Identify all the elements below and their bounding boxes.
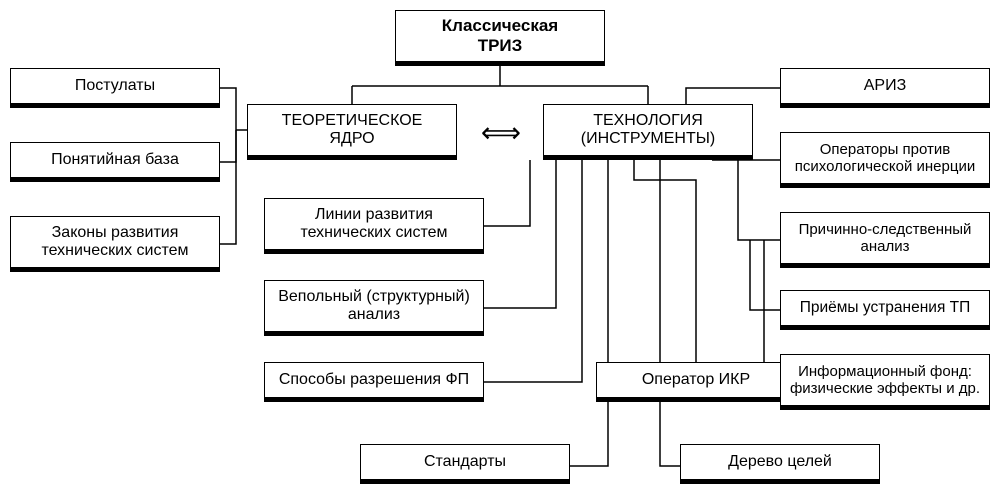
node-root: КлассическаяТРИЗ	[395, 10, 605, 66]
node-label: КлассическаяТРИЗ	[404, 16, 596, 55]
node-prich: Причинно-следственныйанализ	[780, 212, 990, 268]
node-label: Постулаты	[19, 77, 211, 95]
node-stand: Стандарты	[360, 444, 570, 484]
node-linii: Линии развитиятехнических систем	[264, 198, 484, 254]
node-label: Понятийная база	[19, 151, 211, 169]
node-label: Способы разрешения ФП	[273, 371, 475, 389]
node-label: ТЕОРЕТИЧЕСКОЕЯДРО	[256, 112, 448, 149]
node-label: Линии развитиятехнических систем	[273, 206, 475, 243]
node-label: Причинно-следственныйанализ	[789, 221, 981, 256]
node-label: Операторы противпсихологической инерции	[789, 141, 981, 176]
node-label: Информационный фонд:физические эффекты и…	[789, 363, 981, 398]
node-label: Приёмы устранения ТП	[789, 299, 981, 317]
node-label: Оператор ИКР	[605, 371, 787, 389]
node-derevo: Дерево целей	[680, 444, 880, 484]
bidir-arrow-icon: ⟺	[460, 118, 540, 146]
node-zakon: Законы развитиятехнических систем	[10, 216, 220, 272]
node-label: Законы развитиятехнических систем	[19, 224, 211, 261]
node-core: ТЕОРЕТИЧЕСКОЕЯДРО	[247, 104, 457, 160]
node-label: ТЕХНОЛОГИЯ(ИНСТРУМЕНТЫ)	[552, 112, 744, 149]
node-label: Стандарты	[369, 453, 561, 471]
node-priemy: Приёмы устранения ТП	[780, 290, 990, 330]
node-label: Дерево целей	[689, 453, 871, 471]
node-label: АРИЗ	[789, 77, 981, 95]
node-opikr: Оператор ИКР	[596, 362, 796, 402]
diagram-stage: КлассическаяТРИЗ ТЕОРЕТИЧЕСКОЕЯДРО ТЕХНОЛО…	[0, 0, 1000, 501]
node-postul: Постулаты	[10, 68, 220, 108]
node-opprot: Операторы противпсихологической инерции	[780, 132, 990, 188]
node-label: Вепольный (структурный)анализ	[273, 288, 475, 325]
node-ariz: АРИЗ	[780, 68, 990, 108]
node-vepol: Вепольный (структурный)анализ	[264, 280, 484, 336]
node-tech: ТЕХНОЛОГИЯ(ИНСТРУМЕНТЫ)	[543, 104, 753, 160]
node-ponbaz: Понятийная база	[10, 142, 220, 182]
node-infond: Информационный фонд:физические эффекты и…	[780, 354, 990, 410]
node-spfp: Способы разрешения ФП	[264, 362, 484, 402]
